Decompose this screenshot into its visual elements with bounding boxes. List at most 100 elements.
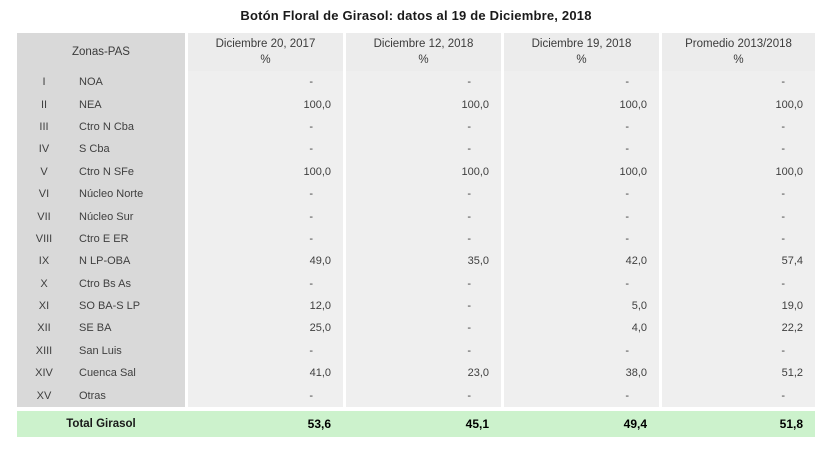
zone-number: IV	[38, 143, 50, 156]
value-cell: -	[662, 182, 815, 206]
value-cell: -	[346, 294, 501, 318]
value-cell: 5,0	[504, 294, 659, 318]
value-cell: -	[504, 272, 659, 295]
value-cell: -	[188, 339, 343, 363]
zone-name: Otras	[79, 389, 106, 402]
value-cell: 100,0	[346, 160, 501, 183]
column-header-title: Diciembre 20, 2017	[215, 38, 316, 50]
zone-name: SE BA	[79, 322, 112, 335]
value-cell: -	[188, 205, 343, 228]
value-cell: -	[188, 71, 343, 94]
column-header-unit: %	[576, 54, 587, 66]
total-label: Total Girasol	[66, 417, 136, 430]
value-cell: 100,0	[188, 93, 343, 116]
zone-name: NEA	[79, 98, 102, 111]
value-cell: -	[188, 115, 343, 139]
value-cell: -	[662, 205, 815, 228]
column-header-dic-20-2017: Diciembre 20, 2017 %	[188, 33, 343, 71]
zone-cell: II NEA	[17, 93, 185, 116]
zone-name: Cuenca Sal	[79, 367, 136, 380]
value-cell: -	[504, 339, 659, 363]
zone-cell: VI Núcleo Norte	[17, 182, 185, 206]
zone-cell: V Ctro N SFe	[17, 160, 185, 183]
value-cell: -	[662, 272, 815, 295]
zone-name: N LP-OBA	[79, 255, 131, 268]
value-cell: 35,0	[346, 250, 501, 273]
value-cell: -	[188, 182, 343, 206]
zone-number: VI	[38, 188, 50, 201]
zone-cell: X Ctro Bs As	[17, 272, 185, 295]
zone-cell: XI SO BA-S LP	[17, 294, 185, 318]
zone-column-header: Zonas-PAS	[17, 33, 185, 71]
value-cell: -	[504, 205, 659, 228]
value-cell: 23,0	[346, 362, 501, 385]
value-cell: -	[346, 227, 501, 251]
value-cell: -	[662, 138, 815, 161]
column-header-unit: %	[260, 54, 271, 66]
value-cell: -	[188, 272, 343, 295]
zone-number: IX	[38, 255, 50, 268]
value-cell: 12,0	[188, 294, 343, 318]
zone-name: Ctro E ER	[79, 232, 129, 245]
value-cell: 100,0	[662, 93, 815, 116]
zone-cell: XV Otras	[17, 384, 185, 407]
value-cell: -	[662, 384, 815, 407]
zone-name: Ctro Bs As	[79, 277, 131, 290]
column-header-title: Diciembre 12, 2018	[373, 38, 474, 50]
table-body: I NOA - - - - II NEA 100,0 100,0 100,0 1…	[17, 71, 815, 407]
value-cell: -	[662, 115, 815, 139]
value-cell: -	[188, 384, 343, 407]
value-cell: -	[504, 71, 659, 94]
value-cell: -	[346, 138, 501, 161]
value-cell: 51,2	[662, 362, 815, 385]
value-cell: 100,0	[188, 160, 343, 183]
value-cell: -	[346, 115, 501, 139]
column-header-unit: %	[733, 54, 744, 66]
value-cell: -	[188, 138, 343, 161]
zone-cell: VII Núcleo Sur	[17, 205, 185, 228]
zone-number: XII	[37, 322, 51, 335]
value-cell: -	[504, 227, 659, 251]
page-title: Botón Floral de Girasol: datos al 19 de …	[240, 8, 592, 23]
zone-number: VIII	[35, 232, 53, 245]
column-header-title: Diciembre 19, 2018	[531, 38, 632, 50]
total-value: 51,8	[779, 416, 803, 431]
total-value: 45,1	[465, 416, 489, 431]
zone-cell: IX N LP-OBA	[17, 250, 185, 273]
value-cell: -	[346, 71, 501, 94]
value-cell: 19,0	[662, 294, 815, 318]
column-header-dic-19-2018: Diciembre 19, 2018 %	[504, 33, 659, 71]
zone-number: V	[40, 165, 48, 178]
zone-name: S Cba	[79, 143, 110, 156]
value-cell: 49,0	[188, 250, 343, 273]
column-header-dic-12-2018: Diciembre 12, 2018 %	[346, 33, 501, 71]
value-cell: -	[346, 317, 501, 340]
value-cell: 100,0	[346, 93, 501, 116]
zone-name: Núcleo Norte	[79, 188, 144, 201]
zone-number: XV	[36, 389, 52, 402]
value-cell: 100,0	[504, 93, 659, 116]
value-cell: -	[504, 138, 659, 161]
value-cell: -	[188, 227, 343, 251]
zone-number: XIV	[35, 367, 53, 380]
zone-name: Núcleo Sur	[79, 210, 134, 223]
value-cell: -	[662, 71, 815, 94]
value-cell: -	[504, 384, 659, 407]
value-cell: 100,0	[504, 160, 659, 183]
value-cell: 4,0	[504, 317, 659, 340]
value-cell: -	[346, 205, 501, 228]
zone-cell: IV S Cba	[17, 138, 185, 161]
zone-number: XIII	[35, 344, 53, 357]
zone-number: III	[39, 120, 49, 133]
zone-number: VII	[37, 210, 51, 223]
zone-number: XI	[38, 300, 50, 313]
total-row: Total Girasol 53,6 45,1 49,4 51,8	[17, 410, 815, 437]
zone-cell: XIV Cuenca Sal	[17, 362, 185, 385]
value-cell: -	[662, 339, 815, 363]
zone-number: X	[40, 277, 48, 290]
column-header-promedio: Promedio 2013/2018 %	[662, 33, 815, 71]
value-cell: -	[346, 339, 501, 363]
zone-number: I	[42, 76, 46, 89]
zone-cell: III Ctro N Cba	[17, 115, 185, 139]
